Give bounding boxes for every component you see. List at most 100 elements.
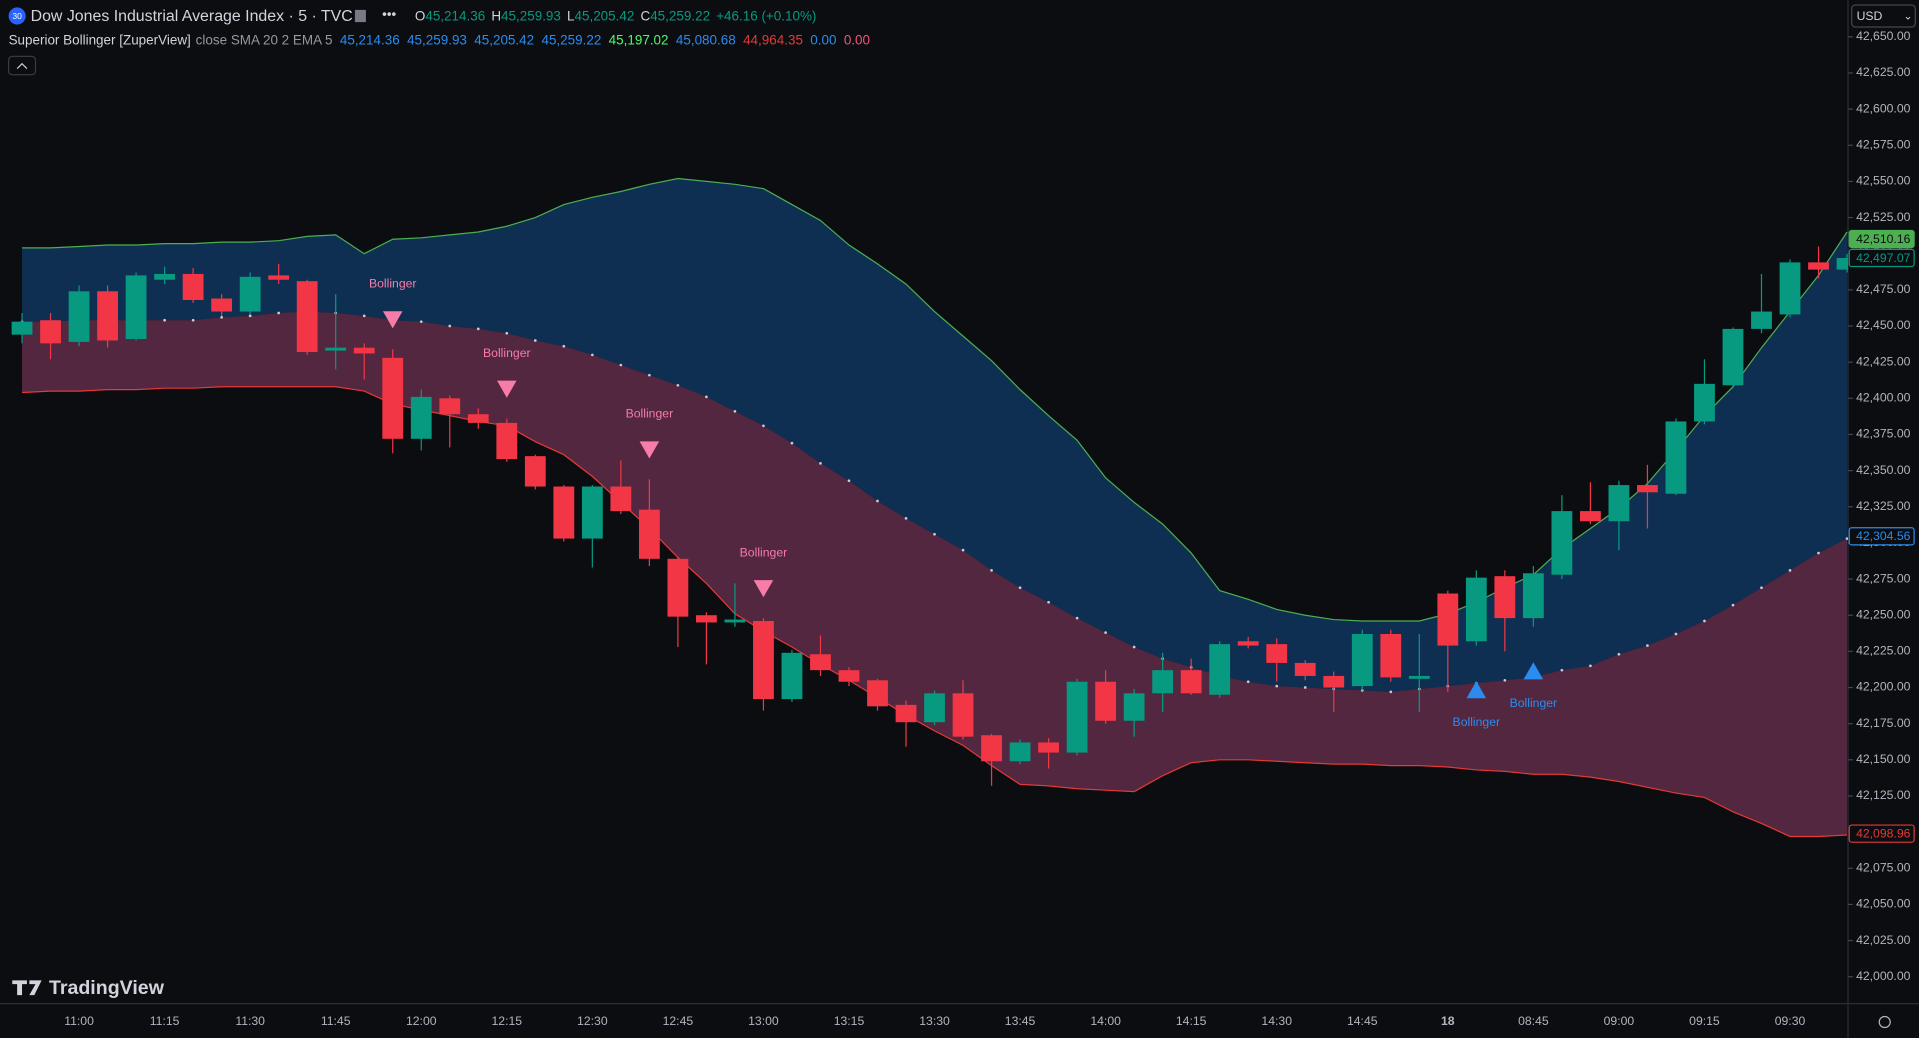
- basis-dot: [1560, 668, 1564, 672]
- y-tick-label: 42,450.00: [1856, 318, 1911, 332]
- chevron-icon: [16, 62, 28, 70]
- candle-body: [97, 291, 118, 341]
- basis-dot: [1275, 684, 1279, 688]
- basis-dot: [1617, 652, 1621, 656]
- currency-button[interactable]: [1851, 4, 1916, 28]
- ohlc-value: 45,214.36: [425, 8, 485, 23]
- currency-caret: ⌄: [1903, 11, 1912, 23]
- y-tick-label: 42,075.00: [1856, 861, 1911, 875]
- basis-dot: [790, 441, 794, 445]
- candle-body: [1123, 693, 1145, 721]
- candle-body: [1266, 644, 1288, 663]
- basis-dot: [419, 320, 423, 324]
- basis-dot: [1303, 686, 1307, 689]
- basis-dot: [1674, 632, 1678, 636]
- basis-dot: [1788, 569, 1792, 572]
- candle-body: [1380, 634, 1402, 678]
- price-label: 42,510.16: [1856, 232, 1911, 246]
- signal-label: Bollinger: [1453, 715, 1501, 729]
- basis-dot: [220, 315, 223, 319]
- basis-dot: [705, 395, 708, 399]
- candle-body: [667, 558, 689, 617]
- indicator-params: close SMA 20 2 EMA 5: [196, 32, 333, 47]
- signal-label: Bollinger: [740, 545, 788, 559]
- candle-body: [1608, 485, 1630, 522]
- candle-body: [1038, 742, 1059, 753]
- y-tick-label: 42,400.00: [1856, 391, 1911, 405]
- basis-dot: [990, 569, 993, 572]
- basis-dot: [1389, 690, 1393, 694]
- y-tick-label: 42,550.00: [1856, 174, 1911, 188]
- x-tick-label: 09:00: [1604, 1014, 1635, 1028]
- indicator-value: 44,964.35: [743, 32, 803, 47]
- basis-dot: [619, 363, 623, 367]
- x-tick-label: 08:45: [1518, 1014, 1549, 1028]
- indicator-value: 45,080.68: [676, 32, 736, 47]
- x-tick-label: 09:30: [1775, 1014, 1806, 1028]
- candle-body: [353, 347, 375, 354]
- x-tick-label: 13:15: [834, 1014, 865, 1028]
- candle-body: [40, 320, 61, 344]
- x-tick-label: 13:45: [1005, 1014, 1036, 1028]
- basis-dot: [362, 314, 366, 318]
- candle-body: [182, 273, 204, 300]
- candle-body: [1522, 573, 1544, 619]
- symbol-badge: [8, 7, 26, 25]
- ohlc-value: 45,259.93: [501, 8, 561, 23]
- candle-body: [268, 275, 290, 280]
- candle-body: [1209, 644, 1231, 695]
- candle-body: [1351, 634, 1373, 687]
- price-label-box: [1848, 824, 1915, 843]
- basis-dot: [762, 424, 765, 428]
- symbol-title[interactable]: Dow Jones Industrial Average Index · 5 ·…: [31, 8, 353, 25]
- basis-dot: [1845, 537, 1849, 540]
- candle-body: [952, 693, 974, 737]
- candle-body: [211, 298, 233, 312]
- basis-dot: [1646, 644, 1649, 647]
- badge-text: 30: [12, 11, 22, 21]
- basis-dot: [1047, 600, 1050, 604]
- basis-dot: [191, 318, 195, 322]
- flag-icon[interactable]: [354, 9, 366, 23]
- candle-body: [1323, 675, 1345, 688]
- more-icon[interactable]: •••: [382, 6, 396, 21]
- candle-body: [11, 321, 33, 335]
- price-label: 42,098.96: [1856, 826, 1911, 840]
- ohlc-key: L: [567, 8, 575, 23]
- y-tick-label: 42,650.00: [1856, 29, 1911, 43]
- collapse-button[interactable]: [7, 55, 37, 76]
- logo-icon: [12, 980, 42, 996]
- y-tick-label: 42,175.00: [1856, 716, 1911, 730]
- candle-body: [1579, 511, 1601, 522]
- indicator-legend: Superior Bollinger [ZuperView] close SMA …: [9, 32, 870, 47]
- candle-body: [696, 615, 717, 623]
- upper-band-fill: [22, 178, 1848, 692]
- candle-body: [382, 357, 404, 439]
- x-tick-label: 12:45: [663, 1014, 694, 1028]
- buy-signal: [1466, 681, 1487, 699]
- price-label-box: [1848, 527, 1915, 546]
- basis-dot: [904, 516, 908, 520]
- x-tick-label: 14:45: [1347, 1014, 1378, 1028]
- basis-dot: [277, 311, 281, 315]
- candle-body: [553, 486, 575, 539]
- settings-icon[interactable]: [1878, 1015, 1891, 1029]
- price-label: 42,304.56: [1856, 529, 1911, 543]
- ohlc-key: O: [415, 8, 425, 23]
- x-tick-label: 11:30: [235, 1014, 265, 1028]
- basis-dot: [933, 532, 936, 536]
- x-tick-label: 14:30: [1261, 1014, 1292, 1028]
- y-tick-label: 42,525.00: [1856, 210, 1911, 224]
- sell-signal: [639, 441, 660, 459]
- candle-body: [753, 620, 774, 700]
- sell-signal: [382, 311, 403, 329]
- basis-dot: [961, 548, 965, 552]
- candle-body: [1751, 311, 1772, 329]
- ohlc-key: C: [640, 8, 650, 23]
- candle-body: [1152, 670, 1174, 694]
- candle-body: [1665, 421, 1687, 494]
- indicator-value: 45,197.02: [609, 32, 669, 47]
- candle-body: [125, 275, 147, 340]
